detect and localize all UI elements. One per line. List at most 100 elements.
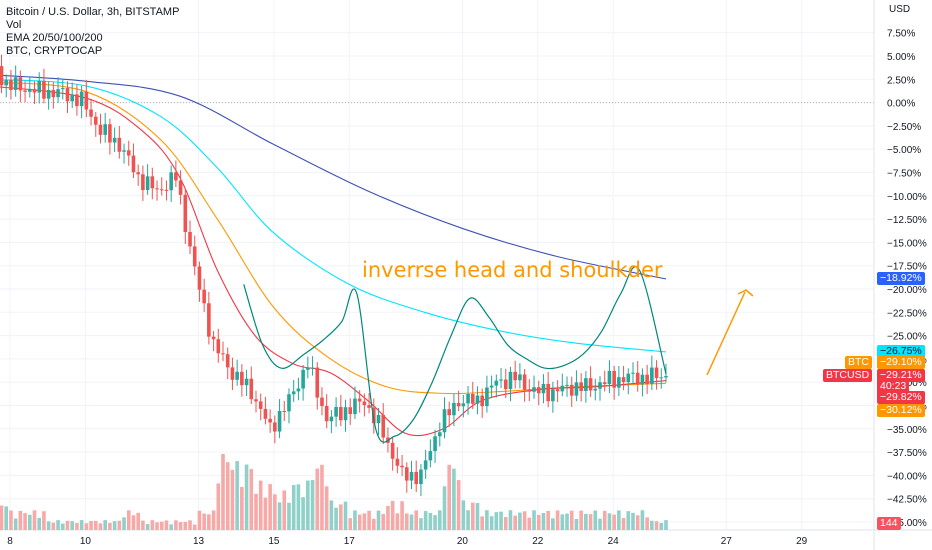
volume-bar: [23, 513, 27, 530]
volume-bar: [386, 505, 390, 530]
y-tick-label: −20.00%: [887, 285, 927, 296]
candle-body: [315, 367, 320, 398]
volume-bar: [640, 510, 645, 530]
candle-body: [395, 458, 400, 466]
candle-body: [188, 232, 192, 247]
volume-bar: [348, 518, 353, 530]
volume-bar: [428, 512, 433, 530]
arrow-head: [737, 289, 754, 297]
axis-unit: USD: [889, 4, 911, 15]
x-tick-label: 17: [344, 536, 356, 547]
volume-bar: [136, 512, 140, 530]
volume-bar: [37, 517, 42, 530]
candle-body: [499, 379, 503, 381]
candle-body: [494, 380, 499, 386]
volume-bar: [659, 522, 664, 530]
candle-body: [221, 353, 225, 355]
candle-body: [103, 124, 107, 135]
candle-body: [98, 124, 103, 135]
candle-body: [503, 379, 508, 390]
volume-bar: [475, 503, 480, 530]
y-tick-label: 5.00%: [887, 52, 915, 63]
volume-bar: [499, 511, 503, 530]
volume-bar: [565, 513, 569, 530]
candle-body: [635, 372, 640, 385]
volume-bar: [324, 486, 329, 530]
candle-body: [230, 367, 235, 380]
candle-body: [211, 336, 216, 340]
candle-body: [75, 94, 79, 107]
volume-bar: [192, 524, 197, 530]
volume-bar: [423, 511, 428, 530]
volume-bar: [235, 461, 239, 530]
x-tick-label: 22: [532, 536, 544, 547]
volume-bar: [150, 520, 155, 530]
volume-bar: [555, 510, 560, 530]
chart-legend: Bitcoin / U.S. Dollar, 3h, BITSTAMP Vol …: [6, 6, 179, 58]
candle-body: [574, 382, 579, 396]
volume-bar: [131, 515, 136, 530]
candle-body: [291, 391, 296, 395]
price-tag: −18.92%: [877, 272, 925, 285]
candle-body: [117, 137, 122, 152]
candle-body: [400, 465, 404, 468]
volume-bar: [296, 484, 301, 530]
volume-bar: [254, 493, 258, 530]
candle-body: [197, 266, 202, 290]
candle-body: [126, 150, 131, 156]
volume-bar: [376, 510, 381, 530]
volume-bar: [18, 510, 23, 530]
candle-body: [551, 389, 555, 402]
candle-body: [136, 172, 140, 175]
candle-body: [202, 289, 206, 304]
y-tick-label: −17.50%: [887, 262, 927, 273]
volume-bar: [98, 523, 103, 530]
candle-body: [664, 375, 668, 378]
candle-body: [301, 369, 305, 389]
candle-body: [437, 432, 442, 437]
candle-body: [65, 88, 70, 102]
volume-bar: [353, 510, 357, 530]
overlay-line: [243, 266, 667, 443]
candle-body: [541, 383, 546, 394]
volume-bar: [207, 514, 211, 530]
candle-body: [263, 408, 268, 419]
volume-bar: [122, 517, 126, 530]
price-tag: −29.10%: [877, 356, 925, 369]
volume-bar: [141, 520, 145, 530]
volume-bar: [381, 513, 386, 530]
volume-bar: [282, 490, 287, 530]
volume-bar: [79, 520, 84, 530]
volume-bar: [409, 514, 414, 530]
volume-bar: [159, 521, 164, 530]
candle-body: [409, 471, 414, 481]
volume-bar: [489, 516, 494, 530]
volume-bar: [291, 485, 296, 530]
volume-bar: [551, 518, 555, 530]
volume-bar: [42, 511, 46, 530]
volume-bar: [508, 510, 513, 530]
volume-bar: [56, 520, 60, 530]
volume-bar: [503, 517, 508, 530]
volume-bar: [437, 510, 442, 530]
candle-body: [169, 172, 173, 191]
volume-bar: [635, 515, 640, 530]
candle-body: [390, 442, 395, 459]
volume-bar: [27, 514, 32, 530]
candle-body: [508, 371, 513, 390]
candle-body: [79, 91, 84, 107]
volume-bar: [32, 510, 37, 530]
volume-bar: [536, 514, 541, 530]
volume-bar: [419, 518, 423, 530]
candle-body: [650, 367, 654, 384]
candle-body: [131, 155, 136, 173]
volume-bar: [301, 497, 305, 530]
candle-body: [112, 137, 117, 143]
volume-bar: [513, 515, 517, 530]
candle-body: [447, 409, 452, 416]
candle-body: [277, 410, 282, 432]
candle-body: [381, 414, 386, 438]
volume-bar: [287, 502, 291, 530]
